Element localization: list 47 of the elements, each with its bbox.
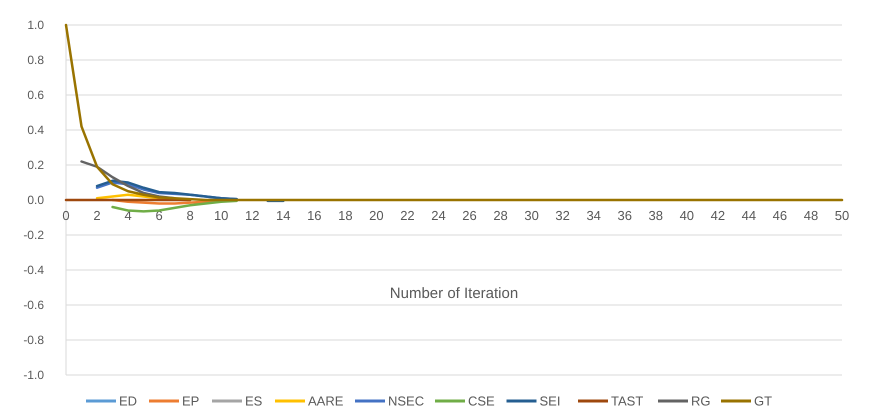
x-tick-label: 22 xyxy=(400,208,415,223)
legend-label: GT xyxy=(754,394,772,409)
x-tick-label: 34 xyxy=(586,208,601,223)
x-tick-label: 8 xyxy=(186,208,194,223)
y-tick-label: 0.6 xyxy=(27,88,44,102)
y-tick-label: 0.0 xyxy=(27,193,44,208)
x-tick-label: 18 xyxy=(338,208,353,223)
x-axis-title: Number of Iteration xyxy=(390,285,518,302)
x-tick-label: 30 xyxy=(524,208,539,223)
y-tick-label: 0.2 xyxy=(27,158,44,172)
x-tick-label: 26 xyxy=(462,208,477,223)
x-tick-label: 20 xyxy=(369,208,384,223)
x-tick-label: 38 xyxy=(648,208,663,223)
x-tick-label: 16 xyxy=(307,208,322,223)
legend-label: ED xyxy=(119,394,138,409)
legend-label: SEI xyxy=(540,394,560,409)
y-tick-label: 1.0 xyxy=(27,18,44,32)
x-tick-label: 46 xyxy=(772,208,788,223)
y-tick-label: 0.8 xyxy=(27,53,44,68)
x-tick-label: 36 xyxy=(617,208,632,223)
y-tick-label: -0.2 xyxy=(23,228,44,242)
y-tick-label: -0.8 xyxy=(23,333,44,348)
y-tick-label: 0.4 xyxy=(27,123,44,138)
y-tick-label: -1.0 xyxy=(23,368,44,382)
x-tick-label: 2 xyxy=(93,208,101,223)
x-tick-label: 0 xyxy=(62,208,70,223)
x-tick-label: 42 xyxy=(710,208,726,223)
y-tick-label: -0.4 xyxy=(23,263,44,278)
y-tick-label: -0.6 xyxy=(23,298,44,312)
x-tick-label: 32 xyxy=(555,208,570,223)
legend-label: RG xyxy=(691,394,710,409)
legend-label: ES xyxy=(245,394,263,409)
x-tick-label: 24 xyxy=(431,208,446,223)
x-tick-label: 48 xyxy=(804,208,818,223)
x-tick-label: 12 xyxy=(245,208,260,223)
legend-label: TAST xyxy=(611,394,644,409)
x-tick-label: 44 xyxy=(742,208,756,223)
x-tick-label: 28 xyxy=(493,208,508,223)
x-tick-label: 4 xyxy=(124,208,132,223)
legend-label: NSEC xyxy=(388,394,424,409)
legend-label: CSE xyxy=(468,394,496,409)
x-tick-label: 10 xyxy=(214,208,228,223)
legend-label: EP xyxy=(182,394,200,409)
x-tick-label: 40 xyxy=(680,208,694,223)
x-tick-label: 14 xyxy=(276,208,291,223)
legend-label: AARE xyxy=(308,394,344,409)
x-tick-label: 50 xyxy=(834,208,850,223)
